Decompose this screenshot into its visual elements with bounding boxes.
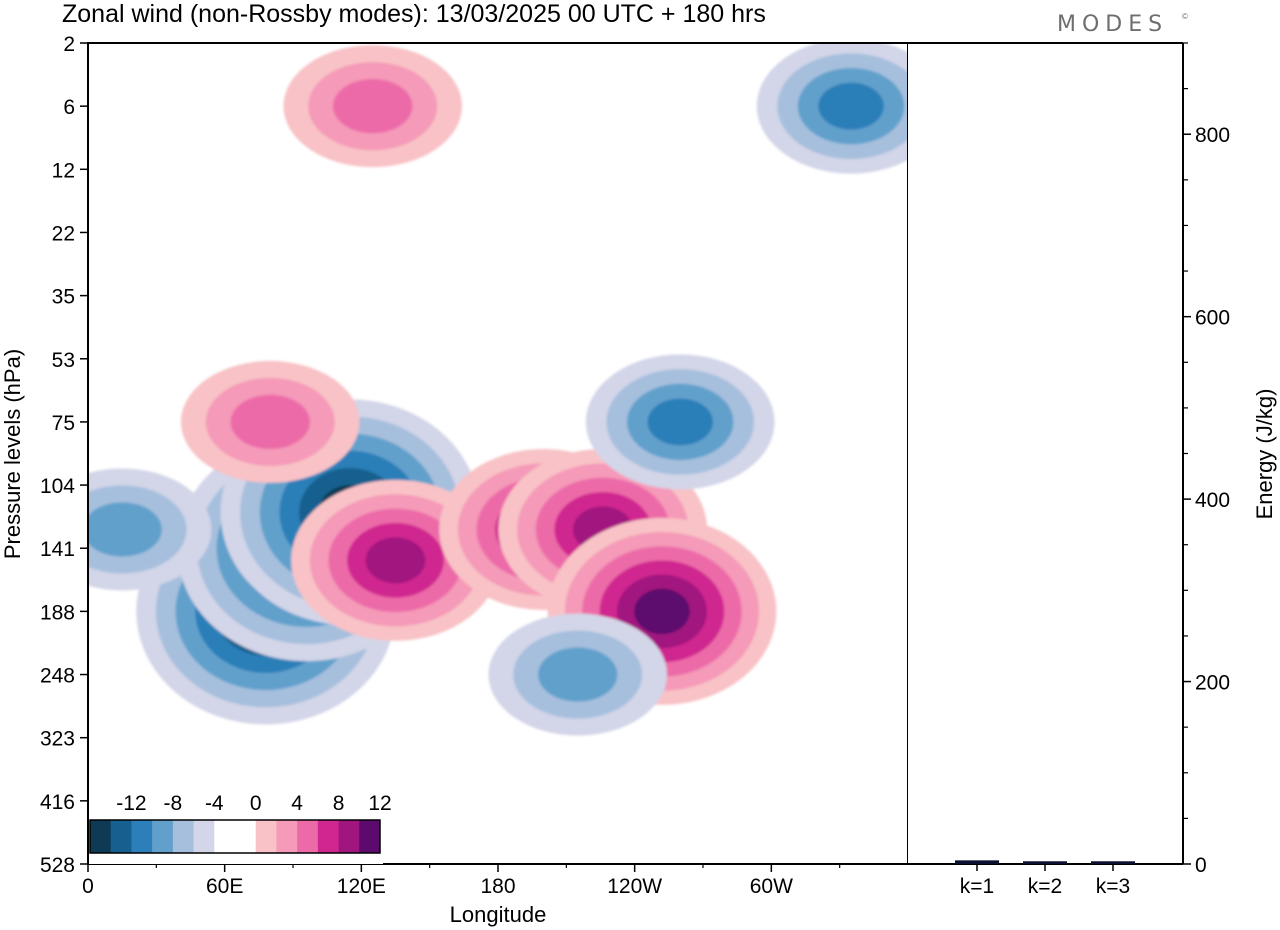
y-tick-label: 6 [63,96,75,119]
y-tick-label: 2 [63,33,75,56]
y-tick-label: 416 [40,791,75,814]
y-tick-label: 528 [40,854,75,877]
y-tick-label: 104 [40,475,75,498]
positive-wind-contour [365,537,426,584]
colorbar-swatch [255,820,277,853]
colorbar-swatch [131,820,153,853]
y-axis-label: Pressure levels (hPa) [0,349,25,559]
x-tick-label: 120W [607,875,662,898]
energy-tick-label: 0 [1195,854,1207,877]
energy-panel-background [908,43,1183,864]
x-tick-label: 180 [480,875,515,898]
energy-bar [955,860,999,864]
y-tick-label: 53 [52,349,75,372]
colorbar-label: 4 [291,792,303,815]
colorbar-label: -8 [164,792,183,815]
pressure-axis: 2 6 12 22 35 53 75 104 141 188 248 323 416 528 [40,33,88,877]
colorbar-swatch [90,820,112,853]
x-tick-label: 120E [337,875,386,898]
colorbar-swatch [235,820,257,853]
x-tick-label: 60W [750,875,793,898]
colorbar-label: 0 [250,792,262,815]
energy-bars: k=1 k=2 k=3 [955,860,1135,898]
colorbar-swatch [152,820,174,853]
modes-logo: MODES © [1057,12,1188,37]
x-tick-label: 0 [82,875,94,898]
y-tick-label: 248 [40,665,75,688]
colorbar-label: 12 [368,792,391,815]
colorbar-label: 8 [333,792,345,815]
y-tick-label: 323 [40,728,75,751]
energy-axis-label: Energy (J/kg) [1252,389,1277,520]
positive-wind-contour [230,394,310,450]
colorbar-swatch [276,820,298,853]
svg-text:MODES: MODES [1057,12,1168,37]
y-tick-label: 35 [52,286,75,309]
heatmap-field [88,43,908,736]
positive-wind-contour [634,588,690,635]
energy-category-label: k=2 [1028,875,1062,898]
energy-bar [1023,861,1067,864]
svg-text:©: © [1182,12,1188,21]
colorbar-frame [89,819,381,854]
y-tick-label: 75 [52,412,75,435]
colorbar-swatch [193,820,215,853]
colorbar-swatch [338,820,360,853]
negative-wind-contour [88,502,162,557]
colorbar: -12 -8 -4 0 4 8 12 [89,788,392,864]
negative-wind-contour [818,82,884,130]
y-tick-label: 12 [52,159,75,182]
colorbar-swatch [172,820,194,853]
colorbar-swatch [297,820,319,853]
colorbar-label: -12 [116,792,146,815]
longitude-axis: 0 60E 120E 180 120W 60W [82,864,841,898]
y-tick-label: 141 [40,538,75,561]
colorbar-label: -4 [205,792,224,815]
colorbar-swatch [359,820,381,853]
energy-axis: 0 200 400 600 800 [1183,42,1230,877]
x-axis-label: Longitude [450,902,547,927]
energy-tick-label: 600 [1195,307,1230,330]
x-tick-label: 60E [206,875,243,898]
chart-title: Zonal wind (non-Rossby modes): 13/03/202… [62,0,766,28]
energy-bar [1091,861,1135,864]
negative-wind-contour [538,647,618,702]
y-tick-label: 22 [52,222,75,245]
y-tick-label: 188 [40,601,75,624]
energy-category-label: k=3 [1096,875,1130,898]
colorbar-swatch [317,820,339,853]
energy-tick-label: 800 [1195,124,1230,147]
colorbar-swatch [110,820,132,853]
colorbar-swatch [214,820,236,853]
positive-wind-contour [333,79,413,134]
negative-wind-contour [647,398,714,446]
energy-tick-label: 200 [1195,672,1230,695]
energy-category-label: k=1 [960,875,994,898]
energy-tick-label: 400 [1195,489,1230,512]
